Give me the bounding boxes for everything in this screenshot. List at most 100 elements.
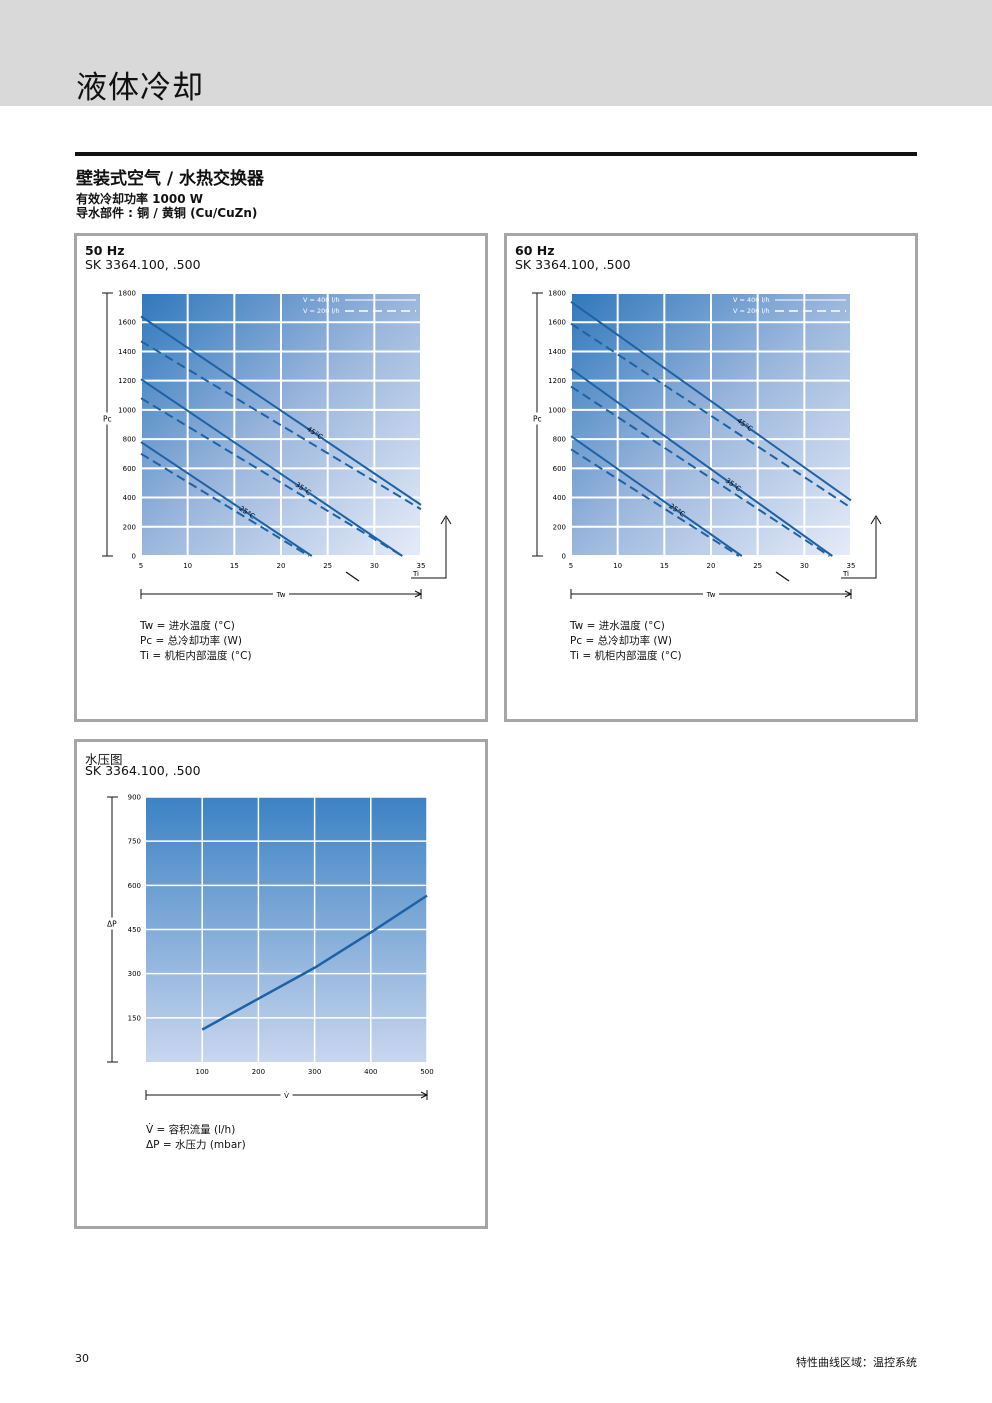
- legend-50hz: Tw = 进水温度 (°C) Pc = 总冷却功率 (W) Ti = 机柜内部温…: [140, 619, 252, 664]
- y-tick-label: 1200: [118, 377, 136, 385]
- x-label-bg: [273, 589, 289, 599]
- x-tick-label: 20: [707, 562, 716, 570]
- x-tick-label: 400: [364, 1068, 377, 1076]
- x-tick-label: 10: [183, 562, 192, 570]
- panel-pressure-model: SK 3364.100, .500: [85, 763, 201, 778]
- legend-60hz: Tw = 进水温度 (°C) Pc = 总冷却功率 (W) Ti = 机柜内部温…: [570, 619, 682, 664]
- x-tick-label: 35: [847, 562, 856, 570]
- x-tick-label: 35: [417, 562, 426, 570]
- series-line-400: [140, 441, 313, 557]
- y-tick-label: 900: [128, 794, 141, 802]
- y-tick-label: 1200: [548, 377, 566, 385]
- panel-60hz: 60 Hz SK 3364.100, .500 5 10 15 20 25 30 35 0 20…: [504, 233, 918, 722]
- series-line-400: [570, 368, 833, 557]
- x-tick-label: 5: [569, 562, 573, 570]
- series-line-400: [140, 378, 403, 557]
- ti-axis-arrow: [440, 515, 452, 525]
- page-title: 液体冷却: [76, 70, 204, 106]
- header-bar: [0, 0, 992, 106]
- series-line-pressure: [201, 894, 428, 1031]
- legend-pc: Pc = 总冷却功率 (W): [570, 635, 672, 647]
- y-tick-label: 1000: [118, 406, 136, 414]
- legend-tw: Tw = 进水温度 (°C): [140, 620, 235, 632]
- x-tick-label: 5: [139, 562, 143, 570]
- chart-50hz: 5 10 15 20 25 30 35 0 200 400 600 800 1000 1200 1400 16…: [101, 290, 452, 599]
- panel-pressure: 水压图 SK 3364.100, .500 100 200 300 400 500 150…: [74, 739, 488, 1229]
- y-tick-label: 600: [128, 882, 141, 890]
- series-line-200: [140, 452, 310, 557]
- y-tick-label: 0: [562, 553, 566, 561]
- chart-pressure: 100 200 300 400 500 150 300 450 600 750 900 ΔP V̇: [105, 794, 434, 1100]
- y-tick-label: 600: [553, 465, 566, 473]
- y-tick-label: 200: [553, 523, 566, 531]
- panel-50hz: 50 Hz SK 3364.100, .500 5 10 15 20 25 30 35 0 20…: [74, 233, 488, 722]
- legend-entry-200: V = 200 l/h: [303, 307, 340, 315]
- ti-axis-tick: [345, 571, 360, 582]
- section-rule: [75, 152, 917, 156]
- series-line-400: [570, 435, 743, 557]
- page-number: 30: [75, 1352, 89, 1365]
- x-axis-arrow: [414, 590, 423, 598]
- x-tick-label: 10: [613, 562, 622, 570]
- y-tick-label: 800: [123, 436, 136, 444]
- x-tick-label: 25: [753, 562, 762, 570]
- y-axis-label: ΔP: [107, 920, 117, 929]
- ti-axis-label: Ti: [412, 570, 419, 578]
- panel-pressure-title: 水压图: [85, 752, 123, 767]
- y-tick-label: 750: [128, 838, 141, 846]
- legend-pressure: V̇ = 容积流量 (l/h) ΔP = 水压力 (mbar): [146, 1123, 246, 1153]
- y-tick-label: 400: [123, 494, 136, 502]
- y-tick-label: 1000: [548, 406, 566, 414]
- legend-entry-400: V = 400 l/h: [303, 296, 340, 304]
- y-tick-label: 1800: [118, 290, 136, 298]
- legend-flow: V̇ = 容积流量 (l/h): [146, 1124, 236, 1136]
- subheading-cooling-output: 有效冷却功率 1000 W: [76, 192, 203, 206]
- x-label-bg: [703, 589, 719, 599]
- panel-60hz-model: SK 3364.100, .500: [515, 257, 631, 272]
- x-axis-arrow: [844, 590, 853, 598]
- y-tick-label: 1600: [118, 319, 136, 327]
- y-label-bg: [101, 412, 113, 425]
- panel-50hz-title: 50 Hz: [85, 243, 125, 258]
- panel-50hz-model: SK 3364.100, .500: [85, 257, 201, 272]
- ti-axis-line: [411, 518, 447, 579]
- subheading-materials: 导水部件 : 铜 / 黄铜 (Cu/CuZn): [76, 206, 258, 220]
- y-label-bg: [531, 412, 543, 425]
- x-tick-label: 100: [196, 1068, 209, 1076]
- x-tick-label: 15: [660, 562, 669, 570]
- legend-entry-400: V = 400 l/h: [733, 296, 770, 304]
- x-axis-arrow: [420, 1091, 429, 1099]
- y-tick-label: 1400: [118, 348, 136, 356]
- section-heading: 壁装式空气 / 水热交换器: [76, 169, 265, 189]
- y-label-bg: [105, 917, 121, 930]
- x-tick-label: 30: [800, 562, 809, 570]
- y-tick-label: 300: [128, 970, 141, 978]
- series-line-200: [140, 340, 422, 511]
- x-tick-label: 500: [420, 1068, 433, 1076]
- x-tick-label: 200: [252, 1068, 265, 1076]
- y-axis-label: Pc: [533, 415, 542, 424]
- y-tick-label: 1600: [548, 319, 566, 327]
- series-line-200: [140, 397, 403, 557]
- legend-entry-200: V = 200 l/h: [733, 307, 770, 315]
- x-tick-label: 30: [370, 562, 379, 570]
- y-tick-label: 1800: [548, 290, 566, 298]
- series-line-400: [140, 315, 422, 506]
- x-tick-label: 20: [277, 562, 286, 570]
- y-tick-label: 200: [123, 523, 136, 531]
- series-line-200: [570, 385, 831, 557]
- x-axis-label: Tw: [276, 591, 286, 599]
- panel-60hz-title: 60 Hz: [515, 243, 555, 258]
- series-line-400: [570, 300, 852, 502]
- footer-section-label: 特性曲线区域：温控系统: [796, 1356, 917, 1369]
- x-tick-label: 300: [308, 1068, 321, 1076]
- x-axis-label: V̇: [284, 1092, 289, 1100]
- chart-60hz: 5 10 15 20 25 30 35 0 200 400 600 800 1000 1200 1400 16…: [531, 290, 882, 599]
- x-tick-label: 25: [323, 562, 332, 570]
- legend-dp: ΔP = 水压力 (mbar): [146, 1139, 246, 1151]
- y-tick-label: 150: [128, 1014, 141, 1022]
- ti-axis-label: Ti: [842, 570, 849, 578]
- ti-axis-arrow: [870, 515, 882, 525]
- y-tick-label: 0: [132, 553, 136, 561]
- x-axis-label: Tw: [706, 591, 716, 599]
